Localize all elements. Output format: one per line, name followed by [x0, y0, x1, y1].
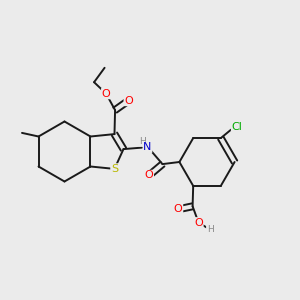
Text: H: H [139, 137, 145, 146]
Text: S: S [111, 164, 118, 174]
Text: O: O [145, 170, 153, 181]
Text: O: O [174, 204, 183, 214]
Text: O: O [124, 95, 133, 106]
Text: Cl: Cl [232, 122, 242, 132]
Text: H: H [207, 225, 213, 234]
Text: O: O [102, 88, 110, 99]
Text: O: O [194, 218, 203, 228]
Text: N: N [143, 142, 152, 152]
